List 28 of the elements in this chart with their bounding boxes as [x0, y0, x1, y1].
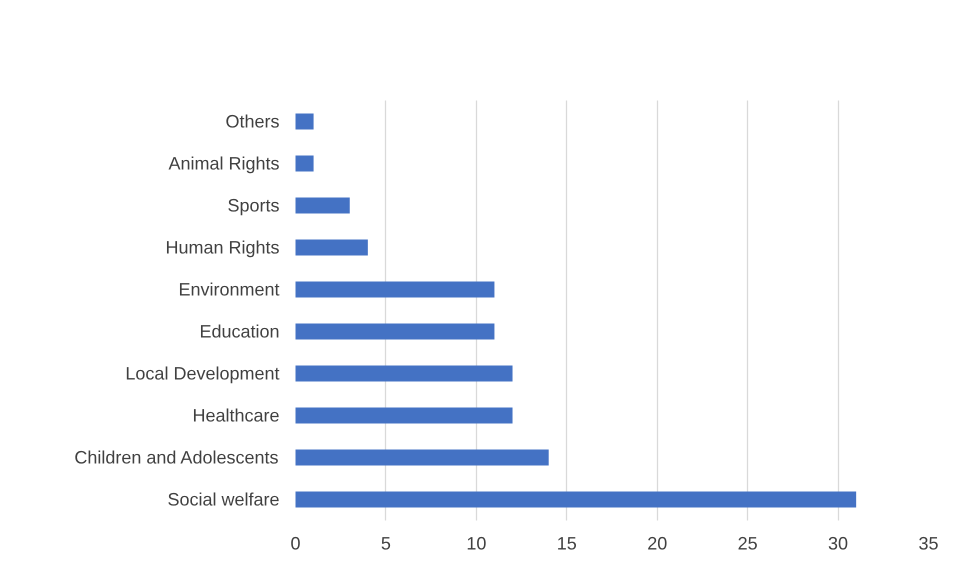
x-tick-label: 20	[647, 534, 668, 554]
bar	[296, 450, 549, 466]
y-tick-label: Others	[225, 112, 280, 132]
bar	[296, 114, 314, 130]
x-tick-label: 35	[918, 534, 939, 554]
x-tick-label: 10	[466, 534, 486, 554]
y-tick-label: Sports	[227, 196, 280, 216]
y-tick-label: Social welfare	[167, 490, 280, 510]
x-tick-label: 5	[380, 534, 391, 554]
y-tick-label: Healthcare	[192, 406, 280, 426]
bar	[296, 198, 350, 214]
bar	[296, 156, 314, 172]
bar	[296, 324, 494, 340]
bar	[296, 282, 494, 298]
y-tick-label: Human Rights	[165, 238, 280, 258]
y-tick-label: Education	[199, 322, 280, 342]
x-tick-label: 0	[290, 534, 301, 554]
y-tick-label: Animal Rights	[168, 154, 280, 174]
x-tick-label: 30	[828, 534, 848, 554]
bar	[296, 366, 513, 382]
y-tick-label: Environment	[178, 280, 280, 300]
bar	[296, 240, 368, 256]
bar	[296, 492, 856, 508]
y-tick-label: Local Development	[125, 364, 280, 384]
y-tick-label: Children and Adolescents	[74, 448, 279, 468]
x-tick-label: 25	[738, 534, 758, 554]
x-tick-label: 15	[556, 534, 577, 554]
bar	[296, 408, 513, 424]
